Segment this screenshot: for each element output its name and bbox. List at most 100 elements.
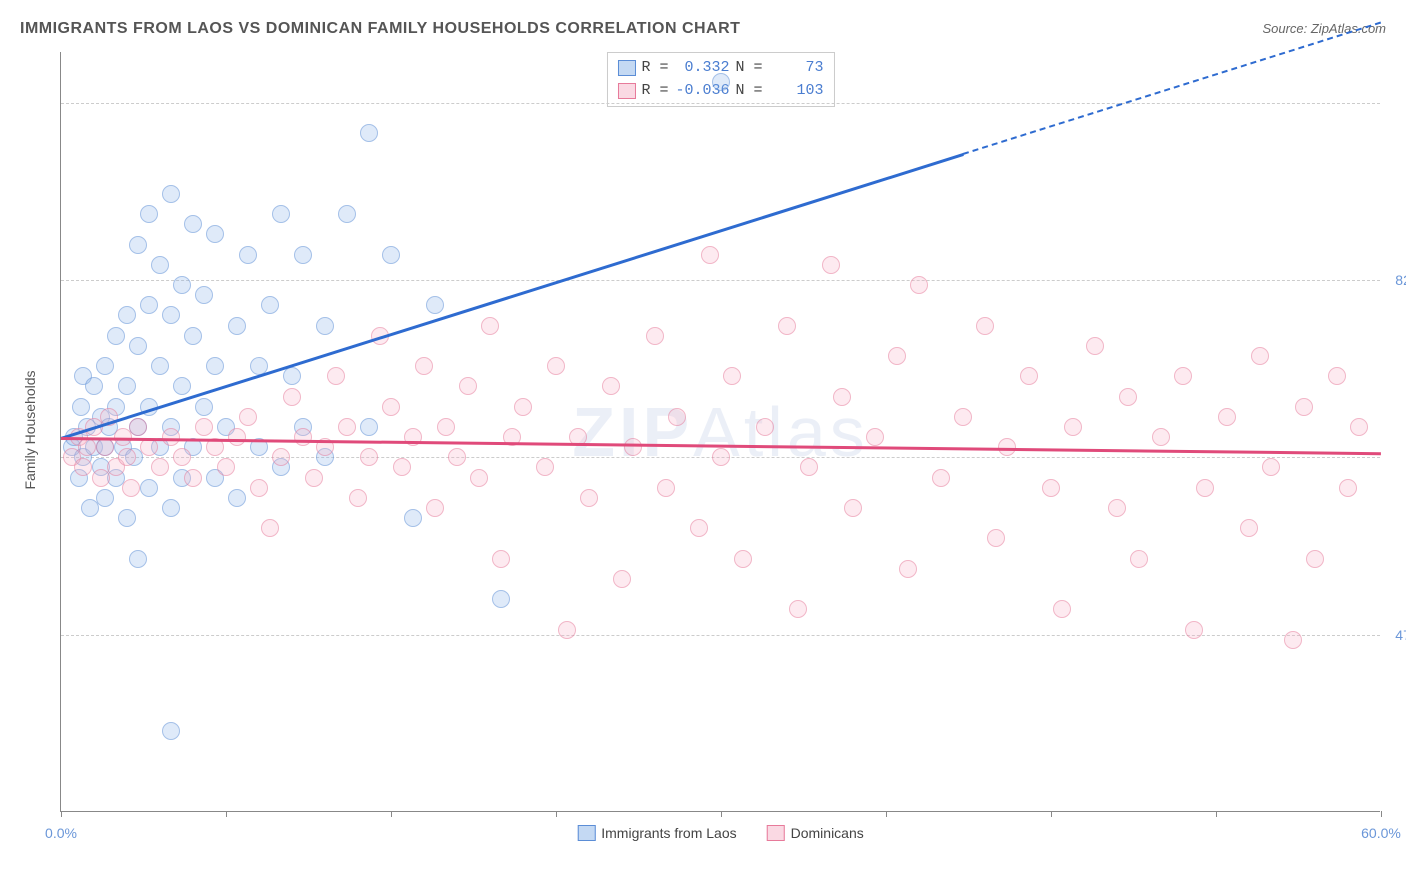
data-point — [701, 246, 719, 264]
x-tick — [721, 811, 722, 817]
chart-header: IMMIGRANTS FROM LAOS VS DOMINICAN FAMILY… — [20, 20, 1386, 38]
data-point — [800, 458, 818, 476]
data-point — [349, 489, 367, 507]
chart-source: Source: ZipAtlas.com — [1262, 21, 1386, 36]
data-point — [1295, 398, 1313, 416]
data-point — [151, 357, 169, 375]
data-point — [316, 317, 334, 335]
data-point — [1053, 600, 1071, 618]
stat-n-value: 73 — [769, 57, 824, 80]
data-point — [569, 428, 587, 446]
data-point — [173, 377, 191, 395]
data-point — [173, 276, 191, 294]
data-point — [371, 327, 389, 345]
data-point — [74, 458, 92, 476]
data-point — [789, 600, 807, 618]
x-tick — [1216, 811, 1217, 817]
data-point — [78, 438, 96, 456]
data-point — [382, 246, 400, 264]
data-point — [1086, 337, 1104, 355]
data-point — [96, 489, 114, 507]
data-point — [1350, 418, 1368, 436]
data-point — [107, 327, 125, 345]
data-point — [404, 428, 422, 446]
data-point — [162, 499, 180, 517]
stat-r-label: R = — [641, 80, 668, 103]
data-point — [173, 448, 191, 466]
data-point — [239, 408, 257, 426]
data-point — [1251, 347, 1269, 365]
data-point — [492, 550, 510, 568]
data-point — [448, 448, 466, 466]
data-point — [404, 509, 422, 527]
data-point — [932, 469, 950, 487]
data-point — [228, 489, 246, 507]
data-point — [987, 529, 1005, 547]
data-point — [272, 448, 290, 466]
data-point — [250, 357, 268, 375]
data-point — [122, 479, 140, 497]
data-point — [184, 215, 202, 233]
data-point — [151, 256, 169, 274]
data-point — [822, 256, 840, 274]
legend-item: Immigrants from Laos — [577, 825, 736, 841]
data-point — [250, 479, 268, 497]
data-point — [426, 499, 444, 517]
data-point — [844, 499, 862, 517]
data-point — [393, 458, 411, 476]
data-point — [646, 327, 664, 345]
gridline — [61, 280, 1380, 281]
data-point — [536, 458, 554, 476]
data-point — [360, 418, 378, 436]
data-point — [1108, 499, 1126, 517]
data-point — [712, 73, 730, 91]
data-point — [118, 509, 136, 527]
data-point — [734, 550, 752, 568]
x-tick-label: 60.0% — [1361, 825, 1401, 841]
data-point — [239, 246, 257, 264]
data-point — [129, 236, 147, 254]
data-point — [1020, 367, 1038, 385]
data-point — [360, 124, 378, 142]
stat-n-value: 103 — [769, 80, 824, 103]
data-point — [129, 418, 147, 436]
data-point — [206, 438, 224, 456]
data-point — [668, 408, 686, 426]
data-point — [1174, 367, 1192, 385]
x-tick — [1051, 811, 1052, 817]
data-point — [140, 296, 158, 314]
data-point — [470, 469, 488, 487]
data-point — [272, 205, 290, 223]
legend-label: Immigrants from Laos — [601, 825, 736, 841]
data-point — [305, 469, 323, 487]
data-point — [998, 438, 1016, 456]
x-tick — [391, 811, 392, 817]
stat-n-label: N = — [736, 80, 763, 103]
data-point — [976, 317, 994, 335]
gridline — [61, 103, 1380, 104]
data-point — [1218, 408, 1236, 426]
data-point — [1306, 550, 1324, 568]
data-point — [382, 398, 400, 416]
data-point — [690, 519, 708, 537]
data-point — [657, 479, 675, 497]
data-point — [96, 357, 114, 375]
data-point — [1240, 519, 1258, 537]
scatter-chart: ZIPAtlas R =0.332N =73R =-0.036N =103 Im… — [60, 52, 1380, 812]
data-point — [547, 357, 565, 375]
data-point — [866, 428, 884, 446]
chart-title: IMMIGRANTS FROM LAOS VS DOMINICAN FAMILY… — [20, 20, 740, 38]
data-point — [613, 570, 631, 588]
data-point — [1185, 621, 1203, 639]
data-point — [1196, 479, 1214, 497]
data-point — [195, 398, 213, 416]
data-point — [162, 722, 180, 740]
x-tick — [226, 811, 227, 817]
data-point — [294, 428, 312, 446]
legend-swatch — [617, 83, 635, 99]
data-point — [712, 448, 730, 466]
data-point — [437, 418, 455, 436]
data-point — [96, 438, 114, 456]
stat-n-label: N = — [736, 57, 763, 80]
x-tick — [886, 811, 887, 817]
